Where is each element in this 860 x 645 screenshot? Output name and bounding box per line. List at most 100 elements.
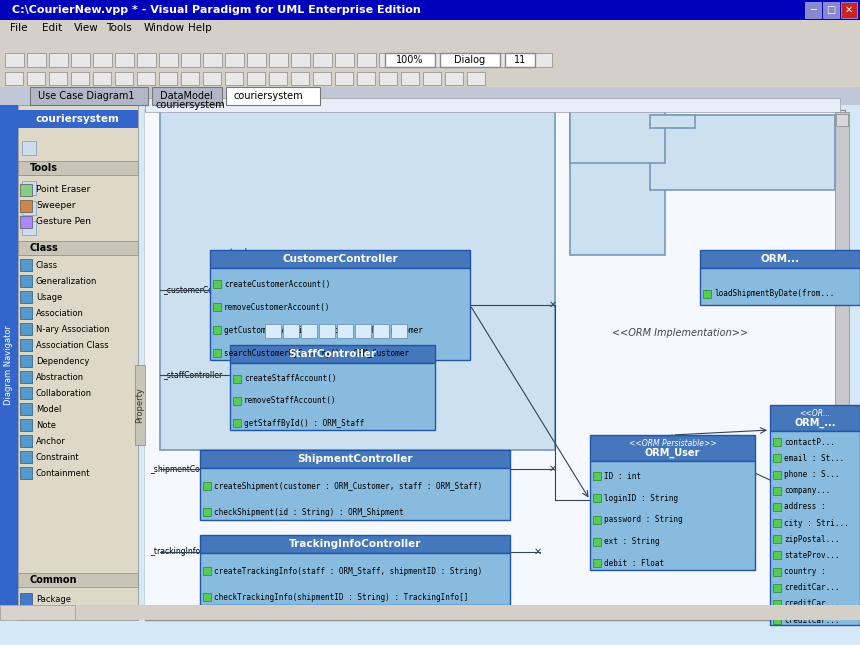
Bar xyxy=(773,568,781,575)
Bar xyxy=(20,200,32,212)
Bar xyxy=(49,53,68,67)
Bar xyxy=(841,2,857,18)
Bar xyxy=(159,72,177,85)
Bar xyxy=(337,324,353,338)
Bar xyxy=(160,60,555,450)
Bar xyxy=(291,72,309,85)
Bar xyxy=(650,115,695,128)
Bar xyxy=(313,53,332,67)
Text: createShipment(customer : ORM_Customer, staff : ORM_Staff): createShipment(customer : ORM_Customer, … xyxy=(214,482,482,491)
Bar xyxy=(230,345,435,363)
Text: Common: Common xyxy=(30,575,77,585)
Bar xyxy=(703,290,711,298)
Bar xyxy=(20,323,32,335)
Bar xyxy=(233,397,241,405)
Bar xyxy=(137,72,155,85)
Bar xyxy=(203,567,211,575)
Bar xyxy=(301,324,317,338)
Text: loadShipmentByDate(from...: loadShipmentByDate(from... xyxy=(714,290,834,299)
Text: zipPostal...: zipPostal... xyxy=(784,535,839,544)
Bar xyxy=(20,593,32,605)
Bar xyxy=(401,72,419,85)
Text: StaffController: StaffController xyxy=(288,349,377,359)
Bar xyxy=(20,307,32,319)
Bar xyxy=(203,593,211,601)
Bar xyxy=(115,53,134,67)
Text: Help: Help xyxy=(188,23,212,33)
Bar xyxy=(0,105,18,620)
Bar xyxy=(18,573,138,587)
Bar xyxy=(391,324,407,338)
Bar xyxy=(379,53,398,67)
Bar xyxy=(247,72,265,85)
Bar xyxy=(93,72,111,85)
Text: Association: Association xyxy=(36,308,84,317)
Bar xyxy=(18,105,138,620)
Text: TrackingInfoController: TrackingInfoController xyxy=(289,539,421,549)
Text: ORM_User: ORM_User xyxy=(645,448,700,458)
Text: removeCustomerAccount(): removeCustomerAccount() xyxy=(224,303,330,312)
Text: creditCar...: creditCar... xyxy=(784,599,839,608)
Bar xyxy=(22,141,36,155)
Bar xyxy=(445,53,464,67)
Text: checkTrackingInfo(shipmentID : String) : TrackingInfo[]: checkTrackingInfo(shipmentID : String) :… xyxy=(214,593,469,602)
Bar xyxy=(18,110,138,128)
Text: createCustomerAccount(): createCustomerAccount() xyxy=(224,279,330,288)
Text: creditCar...: creditCar... xyxy=(784,615,839,624)
Text: loginID : String: loginID : String xyxy=(604,493,678,502)
Bar xyxy=(210,250,470,268)
Text: getStaffById() : ORM_Staff: getStaffById() : ORM_Staff xyxy=(244,419,365,428)
Bar xyxy=(93,53,112,67)
Bar xyxy=(836,606,848,618)
Bar xyxy=(401,53,420,67)
Text: ✕: ✕ xyxy=(549,464,557,474)
Text: removeStaffAccount(): removeStaffAccount() xyxy=(244,397,336,406)
Bar xyxy=(773,471,781,479)
Bar xyxy=(593,538,601,546)
Bar xyxy=(570,55,615,68)
Bar xyxy=(357,72,375,85)
Text: C:\CourierNew.vpp * - Visual Paradigm for UML Enterprise Edition: C:\CourierNew.vpp * - Visual Paradigm fo… xyxy=(12,5,421,15)
Text: Association Class: Association Class xyxy=(36,341,108,350)
Bar xyxy=(836,114,848,126)
Bar xyxy=(0,605,75,620)
Bar xyxy=(5,72,23,85)
Bar xyxy=(0,87,860,105)
Text: password : String: password : String xyxy=(604,515,683,524)
Text: couriersystem: couriersystem xyxy=(35,114,119,124)
Text: Abstraction: Abstraction xyxy=(36,373,84,381)
Bar xyxy=(593,472,601,481)
Text: ─: ─ xyxy=(810,5,816,15)
Bar xyxy=(22,161,36,175)
Bar xyxy=(20,371,32,383)
Text: ✕: ✕ xyxy=(549,300,557,310)
Bar xyxy=(593,494,601,502)
Text: createTrackingInfo(staff : ORM_Staff, shipmentID : String): createTrackingInfo(staff : ORM_Staff, sh… xyxy=(214,567,482,576)
Bar xyxy=(805,2,821,18)
Text: email : St...: email : St... xyxy=(784,454,845,463)
Text: View: View xyxy=(74,23,99,33)
Bar xyxy=(0,605,860,620)
Bar xyxy=(335,53,354,67)
Bar xyxy=(159,53,178,67)
Text: ORM_...: ORM_... xyxy=(795,418,836,428)
Text: Containment: Containment xyxy=(36,468,90,477)
Bar xyxy=(160,59,220,73)
Bar xyxy=(423,72,441,85)
Bar xyxy=(700,250,860,268)
Text: address :: address : xyxy=(784,502,826,511)
Bar xyxy=(210,268,470,360)
Bar xyxy=(181,53,200,67)
Text: Edit: Edit xyxy=(42,23,62,33)
Text: Dependency: Dependency xyxy=(36,357,89,366)
Bar xyxy=(269,72,287,85)
Text: □: □ xyxy=(826,5,836,15)
Text: Package: Package xyxy=(36,595,71,604)
Bar xyxy=(505,53,535,67)
Text: _customerController: _customerController xyxy=(163,286,241,295)
Bar xyxy=(30,87,148,105)
Text: debit : Float: debit : Float xyxy=(604,559,664,568)
Text: Class: Class xyxy=(36,261,58,270)
Bar xyxy=(440,53,500,67)
Bar xyxy=(27,53,46,67)
